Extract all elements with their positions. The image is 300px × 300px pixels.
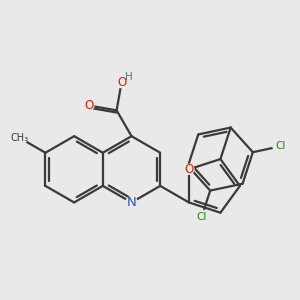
Circle shape	[84, 100, 94, 110]
Circle shape	[126, 197, 137, 208]
Text: O: O	[184, 163, 194, 176]
Circle shape	[194, 210, 209, 225]
Text: Cl: Cl	[196, 212, 207, 222]
Text: N: N	[127, 196, 136, 209]
Circle shape	[12, 130, 27, 145]
Text: H: H	[125, 72, 133, 82]
Text: Cl: Cl	[275, 141, 286, 151]
Circle shape	[273, 139, 288, 154]
Circle shape	[125, 73, 133, 81]
Circle shape	[116, 78, 127, 88]
Text: O: O	[117, 76, 126, 89]
Text: CH₃: CH₃	[11, 133, 29, 143]
Text: O: O	[84, 99, 94, 112]
Circle shape	[184, 164, 194, 174]
